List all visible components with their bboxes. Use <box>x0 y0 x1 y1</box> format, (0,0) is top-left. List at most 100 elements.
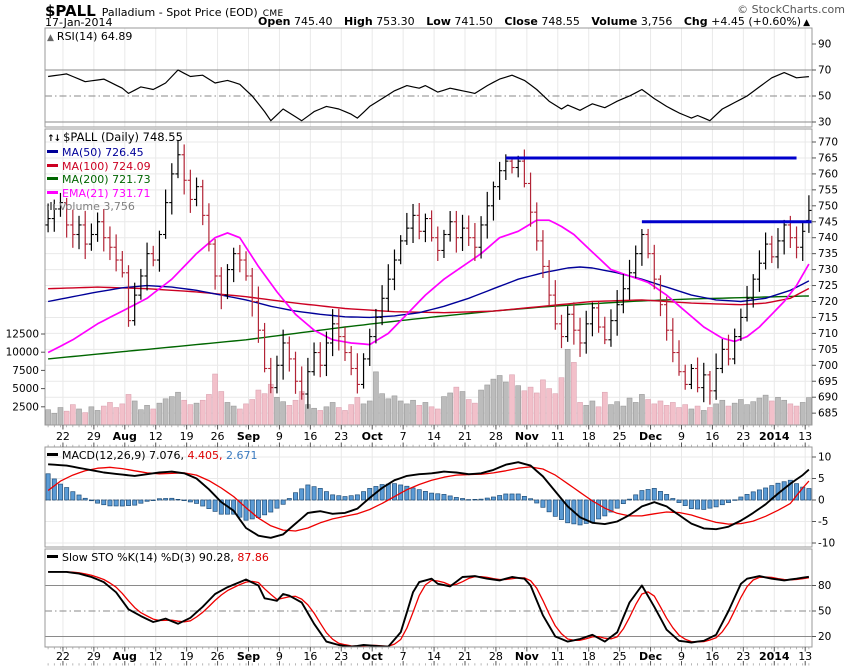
svg-text:16: 16 <box>705 650 719 663</box>
svg-text:700: 700 <box>818 360 838 372</box>
rsi-panel-frame <box>44 27 813 128</box>
svg-text:5000: 5000 <box>12 383 39 395</box>
svg-text:Oct: Oct <box>362 430 383 443</box>
svg-text:80: 80 <box>818 580 831 592</box>
price-legend: ↑↓ $PALL (Daily) 748.55 MA(50) 726.45 MA(… <box>47 130 183 214</box>
svg-text:720: 720 <box>818 296 838 308</box>
close-label: Close <box>504 15 538 28</box>
volume-bars <box>45 348 812 425</box>
x-ticks-mid-bottom <box>47 442 810 447</box>
svg-text:90: 90 <box>818 39 831 51</box>
header: $PALL Palladium - Spot Price (EOD) CME <box>45 1 284 20</box>
ema21-swatch <box>47 190 58 194</box>
svg-text:765: 765 <box>818 152 838 164</box>
macd-name: MACD(12,26,9) <box>62 449 146 462</box>
svg-text:22: 22 <box>56 650 70 663</box>
svg-text:16: 16 <box>303 650 317 663</box>
legend-item-ma50: MA(50) 726.45 <box>47 146 183 159</box>
sto-swatch <box>47 555 58 558</box>
svg-text:28: 28 <box>489 650 503 663</box>
svg-text:14: 14 <box>427 650 441 663</box>
price-legend-title: ↑↓ $PALL (Daily) 748.55 <box>47 130 183 146</box>
ma200-line <box>48 295 809 360</box>
legend-item-ema21: EMA(21) 731.71 <box>47 187 183 200</box>
ma50-label: MA(50) 726.45 <box>62 146 144 160</box>
svg-text:11: 11 <box>551 650 565 663</box>
svg-text:7500: 7500 <box>12 365 39 377</box>
svg-text:5: 5 <box>818 473 825 485</box>
ma100-line <box>48 286 810 314</box>
svg-text:14: 14 <box>427 430 441 443</box>
rsi-legend: ▲ RSI(14) 64.89 <box>47 30 132 45</box>
change-label: Chg <box>683 15 708 28</box>
change-value: +4.45 (+0.60%) <box>711 15 802 28</box>
macd-panel-frame <box>44 446 813 548</box>
area-chart-icon: ▲ <box>47 33 54 43</box>
svg-text:Sep: Sep <box>237 430 260 443</box>
svg-text:19: 19 <box>180 430 194 443</box>
chart-date: 17-Jan-2014 <box>45 16 113 29</box>
svg-text:50: 50 <box>818 606 831 618</box>
svg-text:16: 16 <box>303 430 317 443</box>
macd-line <box>48 461 810 539</box>
macd-value-1: 7.076, <box>149 449 185 462</box>
svg-text:0: 0 <box>818 495 825 507</box>
svg-text:Dec: Dec <box>639 650 662 663</box>
svg-text:28: 28 <box>489 430 503 443</box>
open-label: Open <box>257 15 291 28</box>
low-label: Low <box>426 15 451 28</box>
sto-value-2: 87.86 <box>237 551 269 564</box>
svg-text:770: 770 <box>818 137 838 149</box>
symbol: $PALL <box>45 2 96 20</box>
rsi-line <box>48 69 809 122</box>
svg-text:25: 25 <box>613 430 627 443</box>
x-ticks-bottom-edge <box>47 661 810 666</box>
volume-value: 3,756 <box>640 15 673 28</box>
price-bars <box>45 140 812 409</box>
ma200-label: MA(200) 721.73 <box>62 173 151 187</box>
main-panel-frame <box>44 128 813 426</box>
macd-swatch <box>47 453 58 456</box>
legend-item-ma200: MA(200) 721.73 <box>47 173 183 186</box>
svg-text:50: 50 <box>818 91 831 103</box>
svg-text:25: 25 <box>613 650 627 663</box>
svg-text:7: 7 <box>400 650 407 663</box>
svg-text:Nov: Nov <box>515 430 540 443</box>
svg-text:70: 70 <box>818 65 831 77</box>
price-panel <box>45 140 812 425</box>
volume-label: Volume <box>591 15 638 28</box>
svg-text:-5: -5 <box>818 516 828 528</box>
sto-value-1: 90.28, <box>198 551 234 564</box>
volume-legend-text: Volume 3,756 <box>59 200 135 214</box>
macd-value-3: 2.671 <box>226 449 258 462</box>
open-value: 745.40 <box>294 15 333 28</box>
macd-legend: MACD(12,26,9) 7.076, 4.405, 2.671 <box>47 449 258 462</box>
sto-name: Slow STO %K(14) %D(3) <box>62 551 196 564</box>
price-axis: 770 765 760 755 750 745 740 735 730 725 720 715 710 7… <box>812 137 838 420</box>
svg-text:9: 9 <box>678 430 685 443</box>
svg-text:23: 23 <box>736 430 750 443</box>
svg-text:10: 10 <box>818 452 831 464</box>
sto-d-line <box>48 571 810 647</box>
svg-text:9: 9 <box>276 650 283 663</box>
svg-text:20: 20 <box>818 631 831 643</box>
svg-text:10000: 10000 <box>6 347 39 359</box>
volume-axis: 12500 10000 7500 5000 2500 <box>6 329 45 413</box>
svg-text:7: 7 <box>400 430 407 443</box>
close-value: 748.55 <box>541 15 580 28</box>
rsi-legend-text: RSI(14) 64.89 <box>56 30 133 43</box>
svg-text:13: 13 <box>798 430 812 443</box>
svg-text:Nov: Nov <box>515 650 540 663</box>
rsi-axis: 90 70 50 30 <box>812 39 831 129</box>
svg-text:30: 30 <box>818 117 831 129</box>
ma50-line <box>47 266 810 319</box>
svg-text:735: 735 <box>818 248 838 260</box>
high-label: High <box>344 15 373 28</box>
low-value: 741.50 <box>454 15 493 28</box>
ema21-label: EMA(21) 731.71 <box>62 186 151 200</box>
svg-text:23: 23 <box>334 650 348 663</box>
sto-k-line <box>48 570 810 648</box>
sto-legend: Slow STO %K(14) %D(3) 90.28, 87.86 <box>47 551 269 564</box>
